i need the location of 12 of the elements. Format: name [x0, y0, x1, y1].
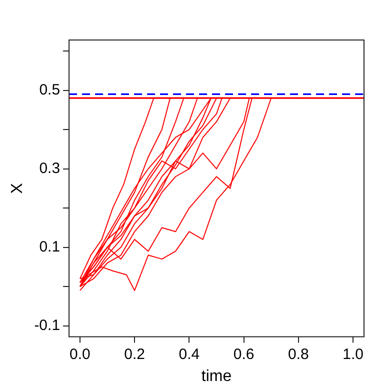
x-tick-label: 0.4: [178, 346, 200, 363]
x-axis-title: time: [201, 368, 232, 385]
x-tick-label: 1.0: [342, 346, 364, 363]
y-axis-title: X: [9, 182, 26, 194]
y-tick-label: 0.1: [39, 238, 60, 256]
x-tick-label: 0.0: [70, 346, 90, 363]
y-tick-label: 0.3: [39, 160, 60, 177]
x-tick-label: 0.8: [288, 346, 309, 363]
x-tick-label: 0.2: [124, 346, 146, 363]
x-tick-label: 0.6: [233, 346, 254, 363]
y-tick-label: -0.1: [34, 316, 60, 334]
y-tick-label: 0.5: [39, 81, 60, 98]
